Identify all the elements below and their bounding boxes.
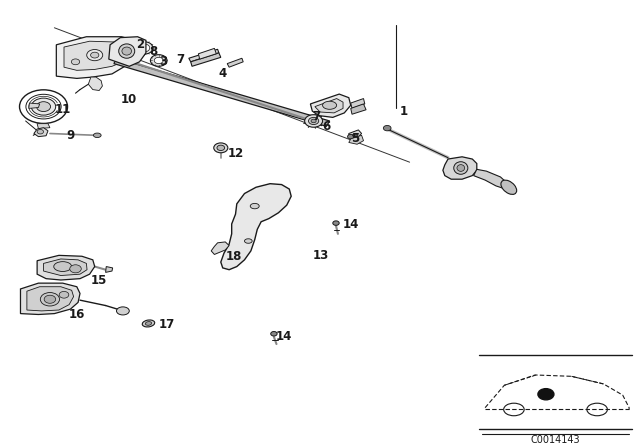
Polygon shape: [114, 58, 330, 126]
Polygon shape: [474, 169, 509, 189]
Text: 7: 7: [312, 110, 321, 123]
Text: 2: 2: [136, 38, 145, 52]
Text: 18: 18: [225, 250, 242, 263]
Polygon shape: [88, 77, 102, 90]
Polygon shape: [37, 124, 50, 129]
Text: 14: 14: [275, 330, 292, 344]
Polygon shape: [109, 37, 146, 66]
Ellipse shape: [37, 129, 44, 134]
Ellipse shape: [60, 291, 69, 298]
Text: 4: 4: [219, 67, 227, 81]
Ellipse shape: [311, 119, 316, 123]
Polygon shape: [349, 135, 364, 144]
Ellipse shape: [501, 180, 516, 194]
Text: 17: 17: [159, 318, 175, 332]
Ellipse shape: [119, 44, 135, 58]
Ellipse shape: [122, 44, 141, 61]
Ellipse shape: [348, 134, 354, 139]
Polygon shape: [44, 259, 87, 276]
Polygon shape: [191, 53, 221, 66]
Polygon shape: [56, 37, 138, 78]
Ellipse shape: [36, 102, 51, 112]
Polygon shape: [106, 267, 113, 272]
Ellipse shape: [145, 322, 152, 325]
Ellipse shape: [250, 203, 259, 209]
Polygon shape: [198, 48, 216, 59]
Polygon shape: [64, 41, 129, 70]
Ellipse shape: [54, 262, 72, 271]
Polygon shape: [27, 287, 74, 311]
Ellipse shape: [308, 117, 319, 125]
Text: 6: 6: [322, 120, 330, 133]
Polygon shape: [189, 49, 219, 62]
Polygon shape: [351, 104, 366, 114]
Polygon shape: [29, 103, 40, 108]
Ellipse shape: [305, 115, 323, 127]
Ellipse shape: [44, 295, 56, 303]
Ellipse shape: [457, 165, 465, 172]
Text: 15: 15: [91, 273, 108, 287]
Ellipse shape: [138, 44, 150, 52]
Text: 13: 13: [312, 249, 328, 262]
Ellipse shape: [454, 162, 468, 174]
Polygon shape: [351, 99, 365, 108]
Polygon shape: [20, 283, 80, 314]
Text: 10: 10: [120, 93, 136, 106]
Text: 1: 1: [399, 104, 408, 118]
Ellipse shape: [244, 239, 252, 243]
Ellipse shape: [538, 388, 554, 400]
Ellipse shape: [87, 49, 102, 61]
Polygon shape: [349, 130, 362, 138]
Ellipse shape: [271, 332, 277, 336]
Ellipse shape: [142, 320, 155, 327]
Ellipse shape: [135, 42, 153, 54]
Polygon shape: [443, 157, 477, 179]
Text: 11: 11: [54, 103, 70, 116]
Ellipse shape: [150, 55, 167, 66]
Polygon shape: [227, 58, 243, 67]
Ellipse shape: [383, 125, 391, 131]
Ellipse shape: [40, 293, 60, 306]
Text: 7: 7: [176, 52, 184, 66]
Ellipse shape: [70, 265, 81, 273]
Text: C0014143: C0014143: [531, 435, 580, 444]
Text: 3: 3: [159, 55, 167, 69]
Ellipse shape: [122, 47, 132, 55]
Text: 9: 9: [67, 129, 75, 142]
Polygon shape: [34, 128, 48, 137]
Ellipse shape: [214, 143, 228, 153]
Ellipse shape: [333, 221, 339, 225]
Text: 14: 14: [342, 217, 359, 231]
Polygon shape: [315, 99, 343, 113]
Ellipse shape: [323, 101, 337, 109]
Ellipse shape: [353, 134, 358, 137]
Text: 8: 8: [149, 45, 157, 58]
Polygon shape: [128, 60, 321, 125]
Ellipse shape: [31, 98, 56, 115]
Text: 12: 12: [227, 146, 243, 160]
Polygon shape: [211, 242, 229, 254]
Polygon shape: [221, 184, 291, 270]
Text: 5: 5: [351, 132, 359, 146]
Ellipse shape: [125, 48, 137, 58]
Ellipse shape: [93, 133, 101, 138]
Polygon shape: [310, 94, 351, 117]
Ellipse shape: [154, 57, 163, 64]
Ellipse shape: [116, 307, 129, 315]
Ellipse shape: [91, 52, 99, 58]
Ellipse shape: [72, 59, 79, 65]
Polygon shape: [37, 255, 95, 280]
Ellipse shape: [217, 145, 225, 151]
Text: 16: 16: [69, 308, 86, 321]
